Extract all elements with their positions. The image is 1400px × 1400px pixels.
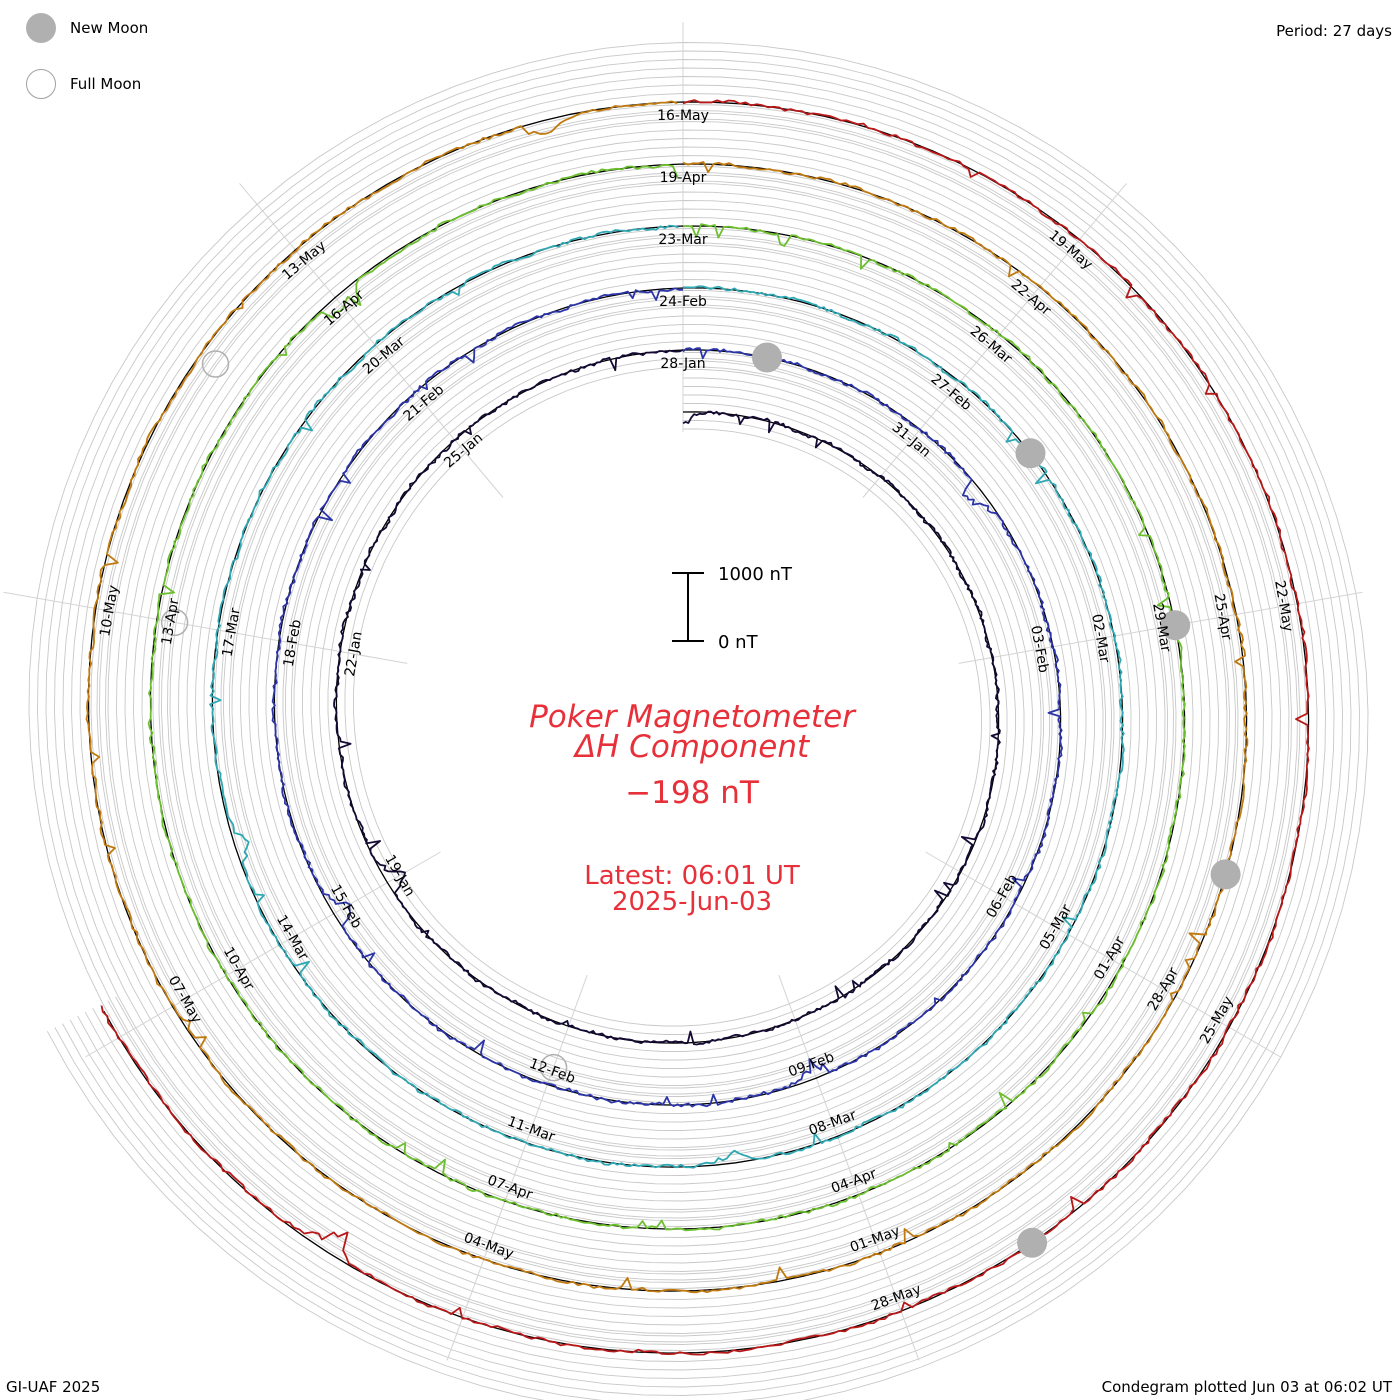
series-line — [333, 348, 1001, 1046]
date-label: 22-Jan — [342, 630, 366, 677]
series-line — [100, 99, 1310, 1356]
date-label: 07-May — [165, 973, 205, 1026]
date-label: 05-Mar — [1037, 902, 1076, 953]
series-line — [271, 287, 1063, 1108]
period-label: Period: 27 days — [1276, 22, 1392, 40]
grid-spiral — [37, 50, 1360, 1400]
date-label: 28-May — [869, 1282, 923, 1315]
grid-spiral — [54, 67, 1343, 1388]
spoke-layer — [3, 22, 1363, 1361]
plotted-timestamp: Condegram plotted Jun 03 at 06:02 UT — [1101, 1378, 1392, 1396]
new-moon-marker — [752, 342, 782, 373]
latest-time: Latest: 06:01 UT — [584, 861, 800, 891]
moon-layer — [160, 342, 1241, 1258]
legend-new-moon: New Moon — [26, 13, 148, 43]
full-moon-icon — [26, 69, 56, 99]
scale-bar: 1000 nT 0 nT — [672, 564, 793, 653]
date-label: 25-Apr — [1211, 592, 1235, 641]
full-moon-marker — [539, 1053, 568, 1082]
new-moon-marker — [1015, 438, 1046, 469]
grid-spiral — [28, 42, 1369, 1400]
date-label: 01-May — [848, 1223, 902, 1256]
center-title-block: Poker Magnetometer ΔH Component −198 nT … — [529, 699, 857, 917]
current-value: −198 nT — [625, 775, 760, 811]
date-label: 28-Jan — [660, 356, 705, 372]
legend-full-moon: Full Moon — [26, 69, 141, 99]
grid-spiral — [105, 118, 1292, 1337]
latest-date: 2025-Jun-03 — [612, 887, 772, 917]
chart-title: Poker Magnetometer — [529, 699, 857, 735]
new-moon-marker — [1210, 859, 1241, 890]
legend-new-moon-label: New Moon — [70, 19, 149, 37]
credit-label: GI-UAF 2025 — [6, 1378, 101, 1396]
new-moon-marker — [1160, 610, 1191, 641]
date-label: 07-Apr — [485, 1172, 535, 1203]
date-label: 24-Feb — [659, 294, 707, 310]
series-line — [85, 100, 1249, 1294]
grid-spoke — [778, 974, 920, 1361]
date-label: 08-Mar — [807, 1107, 859, 1139]
grid-spiral — [96, 110, 1301, 1345]
legend-full-moon-label: Full Moon — [70, 75, 142, 93]
grid-spiral — [45, 59, 1352, 1396]
date-label: 04-May — [462, 1230, 516, 1263]
scale-bar-bottom-label: 0 nT — [718, 632, 759, 653]
chart-subtitle: ΔH Component — [573, 729, 811, 765]
date-label: 19-Jan — [381, 852, 417, 899]
grid-spiral — [79, 93, 1318, 1362]
date-label: 19-Apr — [660, 170, 707, 186]
series-line — [147, 164, 1186, 1232]
date-label: 09-Feb — [786, 1049, 836, 1080]
grid-spoke — [239, 183, 504, 498]
grid-spiral — [62, 76, 1335, 1379]
scale-bar-top-label: 1000 nT — [718, 564, 793, 585]
date-label: 12-Feb — [527, 1056, 577, 1087]
date-label: 04-Apr — [829, 1166, 879, 1197]
date-label: 11-Mar — [505, 1114, 557, 1146]
grid-spoke — [85, 851, 441, 1058]
grid-spiral — [71, 84, 1326, 1371]
series-line — [209, 224, 1125, 1169]
full-moon-marker — [201, 350, 230, 378]
date-label: 10-May — [97, 584, 122, 638]
full-moon-marker — [160, 608, 189, 637]
new-moon-icon — [26, 13, 56, 43]
new-moon-marker — [1017, 1227, 1048, 1258]
series-layer — [85, 99, 1310, 1356]
date-label: 02-Mar — [1088, 613, 1112, 665]
date-label: 23-Mar — [658, 232, 708, 248]
grid-spoke — [925, 851, 1281, 1058]
date-label: 16-May — [657, 108, 709, 124]
grid-spoke — [862, 183, 1127, 498]
grid-spoke — [446, 974, 588, 1361]
date-label: 25-Jan — [441, 430, 486, 471]
